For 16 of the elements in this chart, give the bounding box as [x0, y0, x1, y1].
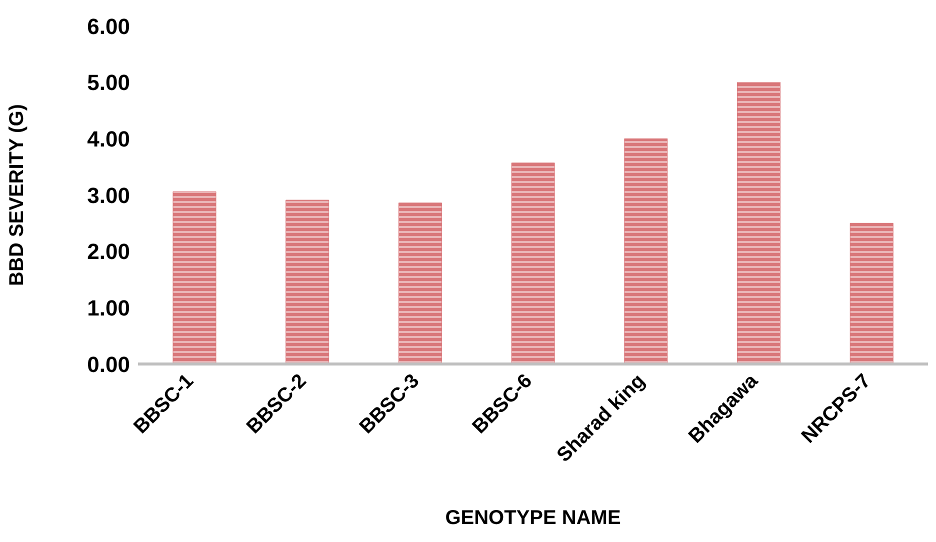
bar: [850, 222, 894, 364]
y-tick-label: 2.00: [87, 239, 130, 264]
bar: [398, 202, 442, 364]
y-tick-label: 4.00: [87, 126, 130, 152]
y-tick-label: 0.00: [87, 352, 130, 377]
x-axis-title: GENOTYPE NAME: [445, 507, 621, 529]
bar: [624, 138, 668, 364]
y-tick-label: 3.00: [87, 182, 130, 208]
y-tick-label: 6.00: [87, 14, 130, 39]
y-tick-label: 1.00: [87, 295, 130, 320]
y-tick-label: 5.00: [87, 70, 130, 96]
bar: [286, 200, 330, 364]
bar: [737, 82, 781, 364]
bar: [172, 191, 216, 364]
bar: [511, 162, 555, 364]
y-axis-title: BBD SEVERITY (G): [6, 104, 28, 286]
